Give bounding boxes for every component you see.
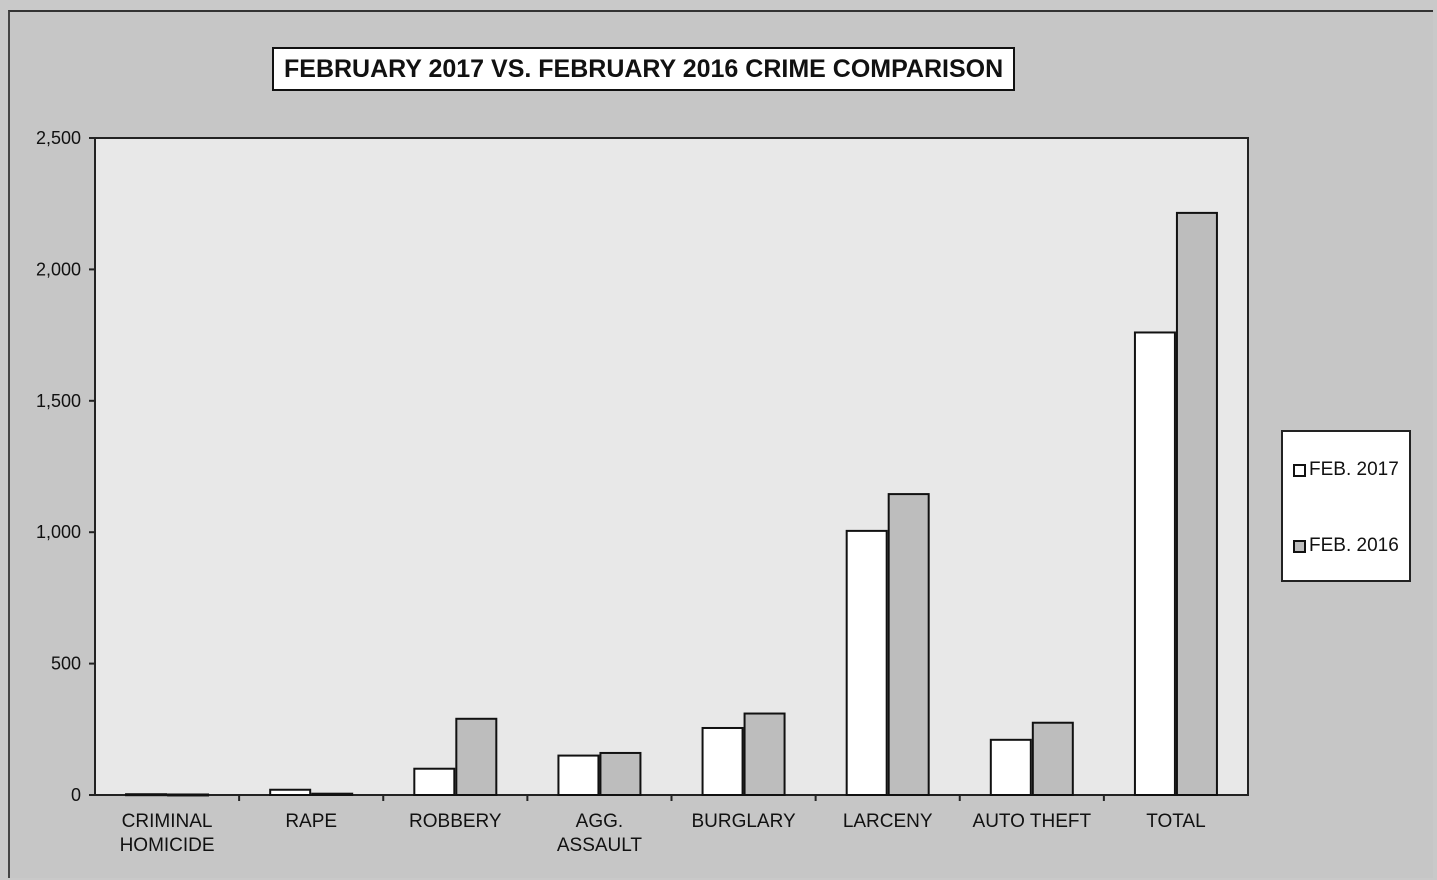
bar-feb-2016 bbox=[455, 717, 498, 797]
bar-feb-2017 bbox=[125, 793, 168, 797]
bar-feb-2016 bbox=[167, 793, 210, 797]
bar-feb-2016 bbox=[599, 751, 642, 797]
y-tick-label: 500 bbox=[51, 654, 81, 674]
x-tick-label: BURGLARY bbox=[691, 811, 796, 832]
y-axis: 0 500 1,000 1,500 2,000 2,500 bbox=[36, 128, 95, 805]
y-tick-label: 1,000 bbox=[36, 522, 81, 542]
x-tick-label: ROBBERY bbox=[409, 811, 502, 832]
y-tick-label: 0 bbox=[71, 785, 81, 805]
x-tick-label: TOTAL bbox=[1146, 811, 1205, 832]
bar-feb-2017 bbox=[1133, 331, 1176, 796]
legend-swatch-feb-2017 bbox=[1293, 463, 1306, 477]
bar-feb-2017 bbox=[701, 726, 744, 797]
bar-feb-2017 bbox=[269, 788, 312, 797]
x-tick-label: CRIMINAL bbox=[122, 811, 213, 832]
bar-feb-2017 bbox=[557, 754, 600, 797]
legend-label-feb-2017: FEB. 2017 bbox=[1309, 459, 1399, 480]
legend: FEB. 2017 FEB. 2016 bbox=[1281, 430, 1411, 582]
legend-label-feb-2016: FEB. 2016 bbox=[1309, 535, 1399, 556]
bar-feb-2016 bbox=[311, 792, 354, 796]
bars bbox=[125, 211, 1218, 797]
legend-item-feb-2017: FEB. 2017 bbox=[1293, 459, 1399, 481]
x-tick-label: LARCENY bbox=[843, 811, 933, 832]
legend-item-feb-2016: FEB. 2016 bbox=[1293, 535, 1399, 557]
x-tick-label: ASSAULT bbox=[557, 835, 643, 856]
legend-swatch-feb-2016 bbox=[1293, 539, 1306, 553]
bar-feb-2016 bbox=[743, 712, 786, 796]
bar-feb-2017 bbox=[845, 529, 888, 796]
x-axis: CRIMINAL HOMICIDE RAPE ROBBERY AGG. ASSAULT BU… bbox=[120, 795, 1206, 856]
x-tick-label: AUTO THEFT bbox=[973, 811, 1092, 832]
bar-feb-2016 bbox=[887, 493, 930, 796]
x-tick-label: AGG. bbox=[576, 811, 624, 832]
plot-area bbox=[94, 137, 1249, 796]
bar-feb-2017 bbox=[413, 767, 456, 796]
y-tick-label: 1,500 bbox=[36, 391, 81, 411]
bar-feb-2016 bbox=[1031, 721, 1074, 796]
chart-title: FEBRUARY 2017 VS. FEBRUARY 2016 CRIME CO… bbox=[272, 47, 1016, 91]
bar-feb-2017 bbox=[989, 738, 1032, 797]
x-tick-label: HOMICIDE bbox=[120, 835, 215, 856]
bar-feb-2016 bbox=[1175, 211, 1218, 796]
y-tick-label: 2,500 bbox=[36, 128, 81, 148]
y-tick-label: 2,000 bbox=[36, 259, 81, 279]
x-tick-label: RAPE bbox=[285, 811, 337, 832]
